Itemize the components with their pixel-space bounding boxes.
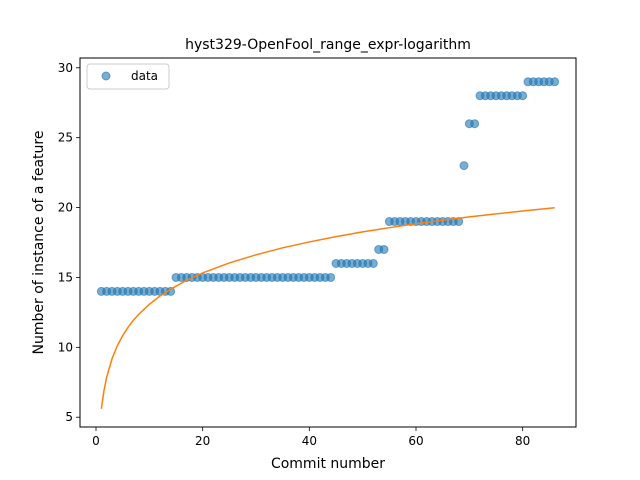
legend-box bbox=[86, 63, 170, 90]
data-point bbox=[550, 77, 560, 87]
plot-area bbox=[96, 77, 560, 409]
x-axis-title: Commit number bbox=[271, 456, 385, 472]
chart-title: hyst329-OpenFool_range_expr-logarithm bbox=[185, 37, 471, 53]
axis-ticks: 0 20 40 60 80 5 10 15 20 25 30 bbox=[58, 61, 531, 448]
y-tick-label: 25 bbox=[58, 131, 73, 145]
y-tick-label: 15 bbox=[58, 270, 73, 284]
fit-line bbox=[100, 206, 555, 409]
y-axis-title: Number of instance of a feature bbox=[31, 131, 47, 355]
legend: data bbox=[86, 63, 170, 90]
data-point bbox=[368, 258, 378, 268]
y-tick-label: 20 bbox=[58, 201, 73, 215]
x-tick-label: 20 bbox=[195, 434, 210, 448]
axes-frame bbox=[79, 57, 577, 428]
data-point bbox=[470, 119, 480, 129]
x-tick-label: 80 bbox=[515, 434, 530, 448]
data-point bbox=[459, 161, 469, 171]
data-point bbox=[518, 91, 528, 101]
x-tick-label: 60 bbox=[408, 434, 423, 448]
data-point bbox=[379, 244, 389, 254]
y-tick-label: 30 bbox=[58, 61, 73, 75]
legend-marker bbox=[101, 71, 111, 81]
x-tick-label: 40 bbox=[302, 434, 317, 448]
x-tick-label: 0 bbox=[92, 434, 100, 448]
y-tick-label: 10 bbox=[58, 340, 73, 354]
legend-label: data bbox=[131, 69, 158, 83]
data-point bbox=[326, 272, 336, 282]
y-tick-label: 5 bbox=[65, 410, 73, 424]
